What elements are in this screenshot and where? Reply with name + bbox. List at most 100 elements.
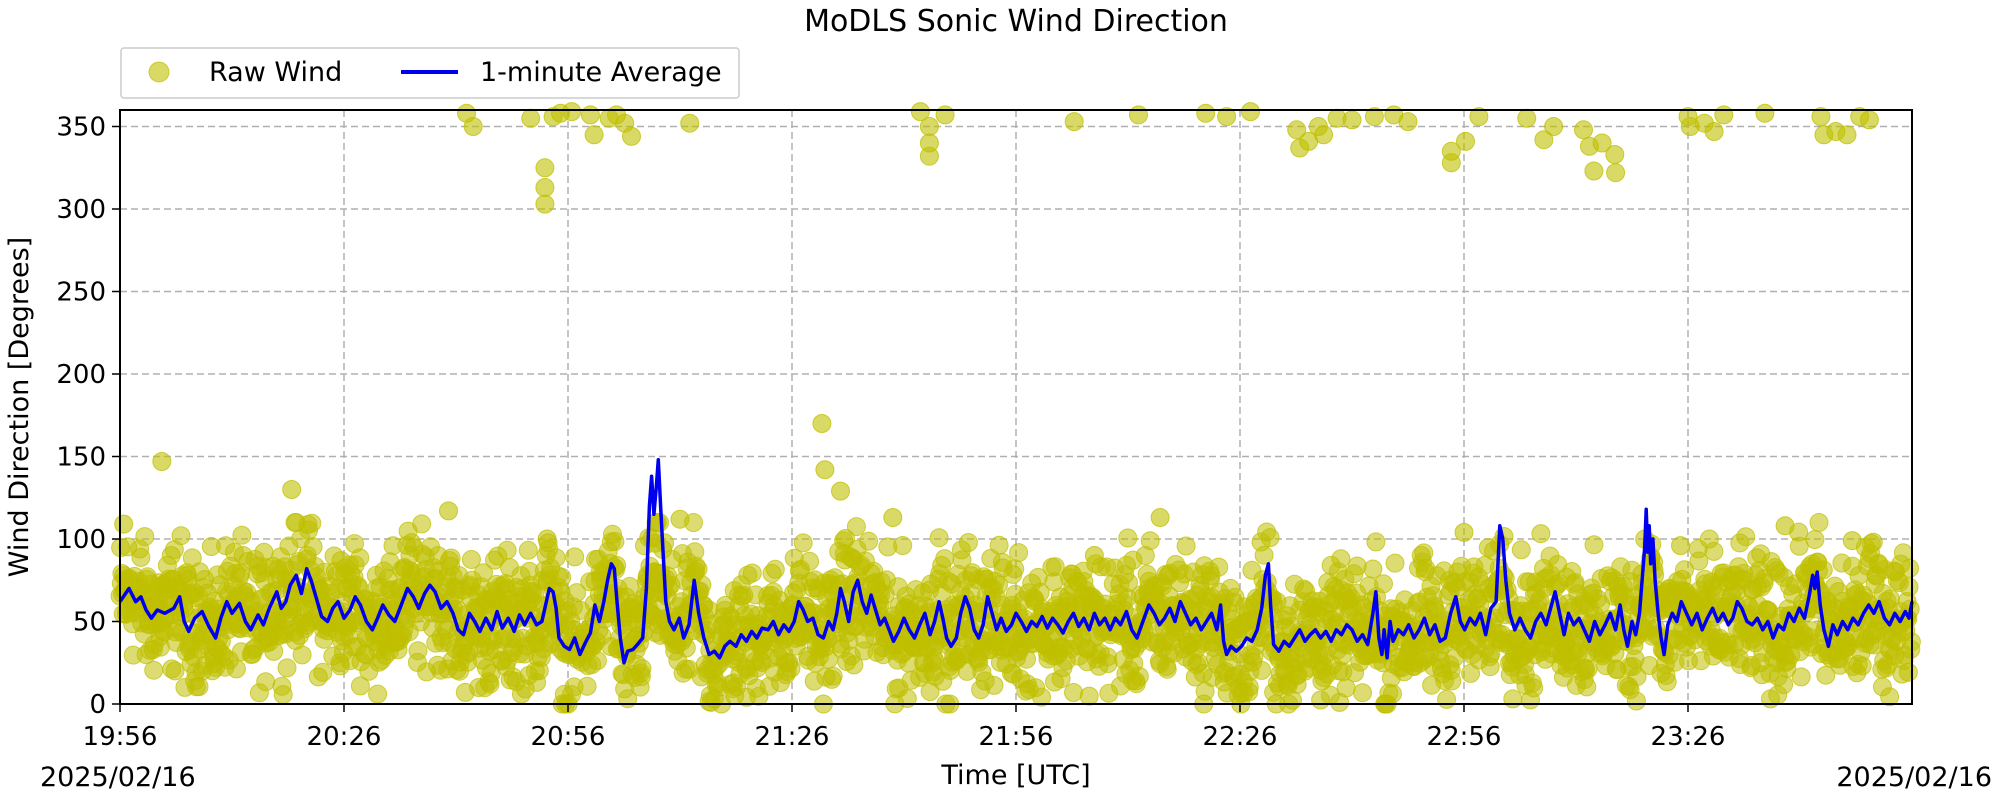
raw-wind-point <box>989 535 1009 555</box>
raw-wind-point <box>144 660 164 680</box>
y-axis: 0 50 100 150 200 250 300 350 <box>56 113 120 720</box>
raw-wind-point <box>1842 531 1862 551</box>
raw-wind-point <box>1898 662 1918 682</box>
raw-wind-point <box>1079 686 1099 706</box>
x-axis-label: Time [UTC] <box>940 760 1090 791</box>
raw-wind-point <box>552 567 572 587</box>
raw-wind-point <box>1176 536 1196 556</box>
raw-wind-point <box>273 685 293 705</box>
raw-wind-point <box>313 662 333 682</box>
raw-wind-point <box>1252 660 1272 680</box>
raw-wind-point <box>1374 574 1393 594</box>
raw-wind-point <box>1704 541 1724 561</box>
raw-wind-point <box>1398 112 1418 132</box>
raw-wind-point <box>521 108 541 128</box>
raw-wind-point <box>461 550 481 569</box>
raw-wind-point <box>350 548 370 568</box>
x-tick-label: 22:26 <box>1203 722 1278 752</box>
raw-wind-point <box>350 676 370 696</box>
x-tick-label: 21:56 <box>979 722 1054 752</box>
raw-wind-point <box>1196 103 1216 123</box>
raw-wind-point <box>1517 108 1537 128</box>
legend: Raw Wind 1-minute Average <box>120 47 740 99</box>
raw-wind-point <box>859 531 879 551</box>
raw-wind-point <box>441 548 461 568</box>
raw-wind-point <box>1209 557 1229 577</box>
raw-wind-point <box>1353 683 1372 703</box>
raw-wind-point <box>1363 559 1383 579</box>
raw-wind-point <box>929 528 949 548</box>
x-tick-label: 19:56 <box>83 722 158 752</box>
raw-wind-point <box>1129 105 1148 125</box>
raw-wind-point <box>1366 532 1386 552</box>
raw-wind-point <box>171 526 191 546</box>
raw-wind-point <box>165 661 185 681</box>
raw-wind-point <box>474 563 493 583</box>
raw-wind-point <box>1150 508 1170 527</box>
raw-wind-point <box>1775 516 1795 536</box>
raw-wind-point <box>535 178 555 197</box>
raw-wind-point <box>688 559 708 579</box>
raw-wind-point <box>958 533 978 552</box>
raw-wind-point <box>1837 125 1857 145</box>
raw-wind-point <box>1442 671 1462 691</box>
raw-wind-point <box>256 672 276 692</box>
raw-wind-point <box>1809 513 1829 532</box>
start-date-label: 2025/02/16 <box>40 762 196 793</box>
raw-wind-point <box>670 509 690 529</box>
raw-wind-point <box>584 125 604 145</box>
chart-title: MoDLS Sonic Wind Direction <box>804 4 1228 39</box>
raw-wind-point <box>282 480 302 499</box>
raw-wind-point <box>1331 549 1351 569</box>
raw-wind-point <box>815 460 835 480</box>
raw-wind-point <box>277 658 297 678</box>
raw-wind-point <box>622 126 641 146</box>
x-axis: 19:56 20:26 20:56 21:26 21:56 22:26 22:56 23:26 <box>83 704 1726 752</box>
raw-wind-point <box>546 548 566 568</box>
y-axis-label: Wind Direction [Degrees] <box>4 237 35 577</box>
raw-wind-point <box>1863 532 1883 552</box>
raw-wind-point <box>1524 678 1544 698</box>
raw-wind-point <box>535 158 555 178</box>
raw-wind-point <box>1454 522 1474 542</box>
x-tick-label: 23:26 <box>1651 722 1726 752</box>
raw-wind-point <box>1441 153 1461 173</box>
raw-wind-point <box>497 540 517 560</box>
raw-wind-point <box>226 659 246 679</box>
raw-wind-point <box>1584 535 1604 555</box>
raw-wind-point <box>1511 540 1531 560</box>
raw-wind-point <box>1383 684 1402 704</box>
raw-wind-point <box>1852 656 1872 676</box>
y-tick-label: 200 <box>56 360 106 390</box>
raw-wind-point <box>781 658 801 678</box>
raw-wind-point <box>1574 120 1593 140</box>
raw-wind-point <box>580 105 600 125</box>
y-tick-label: 150 <box>56 443 106 473</box>
raw-wind-point <box>1140 531 1160 551</box>
raw-wind-point <box>1503 689 1523 709</box>
raw-wind-point <box>952 550 972 570</box>
raw-wind-point <box>1118 528 1138 548</box>
raw-wind-point <box>518 540 538 560</box>
raw-wind-point <box>1064 112 1084 132</box>
raw-wind-point <box>368 684 388 704</box>
end-date-label: 2025/02/16 <box>1836 762 1992 793</box>
raw-wind-point <box>1314 125 1334 145</box>
raw-wind-point <box>567 583 587 603</box>
raw-wind-point <box>302 513 322 533</box>
raw-wind-point <box>577 676 597 696</box>
raw-wind-point <box>1283 690 1302 710</box>
raw-wind-point <box>1342 110 1362 130</box>
raw-wind-point <box>1241 102 1260 122</box>
raw-wind-point <box>1714 105 1734 125</box>
raw-wind-point <box>232 525 252 545</box>
x-tick-label: 22:56 <box>1427 722 1502 752</box>
raw-wind-point <box>935 105 955 125</box>
y-tick-label: 0 <box>89 690 106 720</box>
raw-wind-point <box>1009 543 1029 563</box>
raw-wind-point <box>1456 131 1475 151</box>
raw-wind-point <box>1774 675 1794 695</box>
raw-wind-point <box>189 677 209 697</box>
raw-wind-point <box>676 638 696 658</box>
